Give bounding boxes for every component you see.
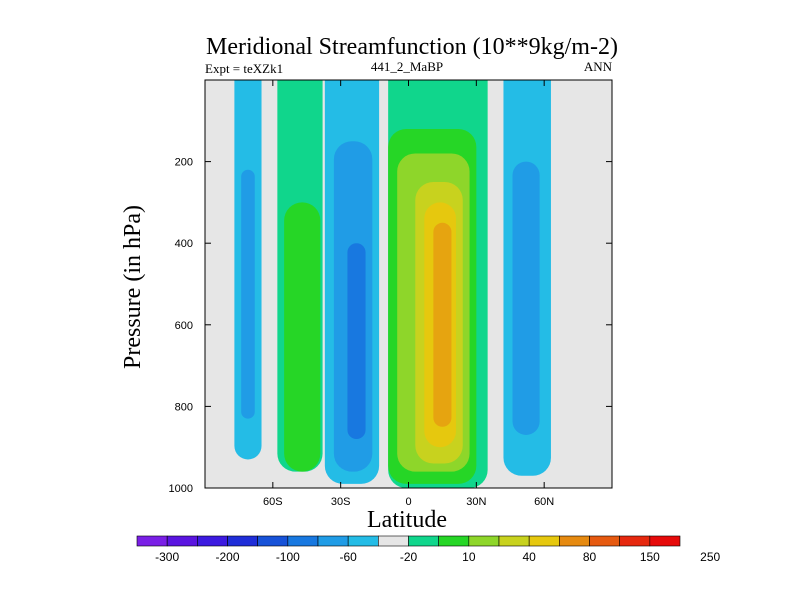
- y-tick-label: 1000: [169, 483, 193, 495]
- colorbar-label: 40: [522, 550, 536, 564]
- x-tick-label: 60S: [263, 496, 283, 508]
- plot-area: [205, 80, 612, 488]
- colorbar-swatch: [438, 535, 470, 547]
- subtitle-center: 441_2_MaBP: [371, 59, 443, 74]
- colorbar-swatch: [408, 535, 439, 547]
- colorbar-label: -60: [339, 550, 357, 564]
- colorbar-swatch: [619, 535, 651, 547]
- colorbar: -300 -200 -100 -60 -20 10 40 80 150 250: [136, 535, 720, 564]
- contour-northern-ferrel-core: [512, 161, 540, 435]
- colorbar-swatch: [317, 535, 349, 547]
- colorbar-swatch: [468, 535, 500, 547]
- colorbar-swatch: [197, 535, 228, 547]
- colorbar-swatch: [378, 535, 409, 547]
- colorbar-swatch: [287, 535, 319, 547]
- colorbar-swatch: [227, 535, 258, 547]
- contour-southern-polar-core: [241, 169, 255, 419]
- subtitle-right: ANN: [584, 59, 613, 74]
- colorbar-label: -20: [400, 550, 418, 564]
- colorbar-swatch: [257, 535, 289, 547]
- colorbar-label: -200: [215, 550, 239, 564]
- colorbar-swatch: [347, 535, 379, 547]
- x-tick-label: 60N: [534, 496, 554, 508]
- colorbar-swatch: [498, 535, 530, 547]
- colorbar-swatch: [559, 535, 590, 547]
- y-axis-label: Pressure (in hPa): [120, 205, 146, 369]
- colorbar-label: -300: [155, 550, 179, 564]
- colorbar-swatch: [528, 535, 560, 547]
- y-tick-label: 400: [175, 238, 193, 250]
- contour-northern-hadley-core: [433, 222, 452, 427]
- colorbar-label: 80: [583, 550, 597, 564]
- x-tick-label: 0: [405, 496, 411, 508]
- colorbar-label: 10: [462, 550, 476, 564]
- x-tick-label: 30S: [331, 496, 351, 508]
- subtitle-left: Expt = teXZk1: [205, 61, 283, 76]
- x-axis-label: Latitude: [367, 507, 447, 533]
- colorbar-swatch: [136, 535, 168, 547]
- x-tick-label: 30N: [466, 496, 486, 508]
- colorbar-label: 150: [640, 550, 660, 564]
- contour-southern-hadley-core: [347, 243, 366, 440]
- colorbar-swatch: [649, 535, 681, 547]
- colorbar-label: -100: [276, 550, 300, 564]
- y-tick-label: 800: [175, 401, 193, 413]
- colorbar-swatch: [166, 535, 198, 547]
- contour-southern-ferrel-core: [284, 202, 321, 472]
- y-tick-label: 600: [175, 320, 193, 332]
- axes: 60S 30S 0 30N 60N 200 400 600 800 1000: [169, 79, 613, 508]
- contour-regions: [234, 80, 551, 488]
- y-tick-label: 200: [175, 157, 193, 169]
- colorbar-label: 250: [700, 550, 720, 564]
- colorbar-swatch: [589, 535, 620, 547]
- chart-title: Meridional Streamfunction (10**9kg/m-2): [206, 34, 618, 60]
